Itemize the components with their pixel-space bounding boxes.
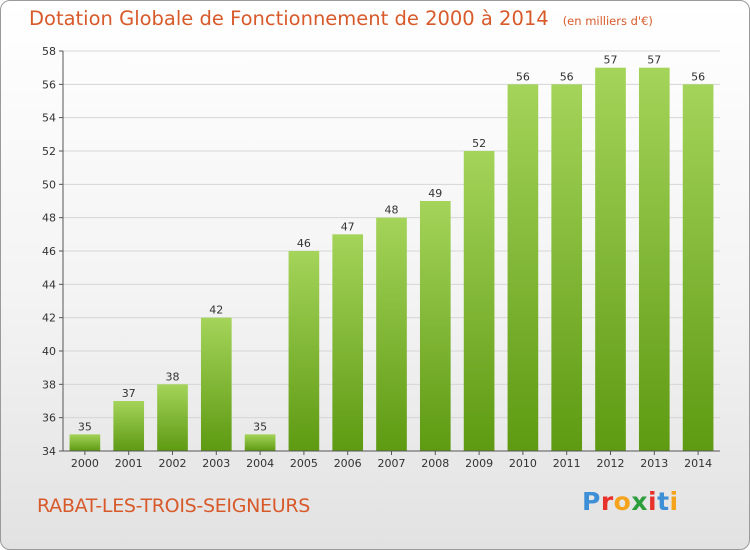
x-tick-label: 2005 (290, 457, 318, 470)
bar-2000[interactable] (69, 434, 101, 451)
bar-value-label: 42 (209, 304, 223, 317)
bar-2001[interactable] (113, 401, 145, 451)
bar-value-label: 56 (560, 70, 574, 83)
x-tick-label: 2002 (159, 457, 187, 470)
bar-2006[interactable] (332, 234, 364, 451)
x-tick-label: 2011 (553, 457, 581, 470)
bar-value-label: 38 (166, 370, 180, 383)
x-tick-label: 2003 (202, 457, 230, 470)
x-tick-label: 2008 (421, 457, 449, 470)
logo-letter: x (631, 487, 648, 516)
x-tick-label: 2001 (115, 457, 143, 470)
bar-2007[interactable] (376, 217, 407, 451)
bar-2010[interactable] (507, 84, 539, 451)
chart-title: Dotation Globale de Fonctionnement de 20… (29, 7, 653, 30)
x-tick-label: 2009 (465, 457, 493, 470)
bar-2004[interactable] (244, 434, 276, 451)
x-tick-label: 2013 (640, 457, 668, 470)
y-tick-label: 42 (42, 312, 56, 325)
y-tick-label: 52 (42, 145, 56, 158)
y-tick-label: 38 (42, 378, 56, 391)
bar-value-label: 47 (341, 220, 355, 233)
bar-2011[interactable] (551, 84, 583, 451)
chart-subtitle: (en milliers d'€) (562, 14, 653, 28)
y-tick-label: 46 (42, 245, 56, 258)
bar-value-label: 49 (428, 187, 442, 200)
y-tick-label: 44 (42, 278, 56, 291)
bar-2013[interactable] (638, 67, 670, 452)
x-tick-label: 2000 (71, 457, 99, 470)
y-tick-label: 34 (42, 445, 56, 458)
logo-letter: t (657, 487, 670, 516)
commune-name: RABAT-LES-TROIS-SEIGNEURS (37, 495, 311, 517)
bar-value-label: 35 (78, 420, 92, 433)
bar-value-label: 52 (472, 137, 486, 150)
x-tick-label: 2014 (684, 457, 712, 470)
logo-letter: P (582, 487, 601, 516)
y-tick-label: 54 (42, 112, 56, 125)
x-tick-label: 2012 (597, 457, 625, 470)
x-tick-label: 2004 (246, 457, 274, 470)
bar-value-label: 57 (604, 54, 618, 67)
y-tick-label: 58 (42, 45, 56, 58)
bar-value-label: 35 (253, 420, 267, 433)
bar-2005[interactable] (288, 251, 320, 451)
y-tick-label: 36 (42, 412, 56, 425)
bar-2002[interactable] (157, 384, 188, 451)
logo-letter: o (613, 487, 632, 516)
x-tick-label: 2007 (378, 457, 406, 470)
chart-title-text: Dotation Globale de Fonctionnement de 20… (29, 7, 549, 30)
bar-value-label: 48 (385, 204, 399, 217)
bar-2003[interactable] (200, 317, 232, 451)
y-tick-label: 56 (42, 78, 56, 91)
y-tick-label: 50 (42, 178, 56, 191)
logo-letter: i (648, 487, 658, 516)
bar-value-label: 56 (691, 70, 705, 83)
y-tick-label: 40 (42, 345, 56, 358)
logo-letter: i (669, 487, 679, 516)
bar-2009[interactable] (463, 151, 495, 451)
bar-value-label: 56 (516, 70, 530, 83)
bar-2014[interactable] (682, 84, 714, 451)
bar-2012[interactable] (595, 67, 626, 452)
logo-letter: r (600, 487, 614, 516)
bar-value-label: 46 (297, 237, 311, 250)
y-tick-label: 48 (42, 212, 56, 225)
bar-value-label: 57 (647, 54, 661, 67)
bar-value-label: 37 (122, 387, 136, 400)
x-tick-label: 2006 (334, 457, 362, 470)
proxiti-logo[interactable]: Proxiti (582, 487, 679, 516)
x-tick-label: 2010 (509, 457, 537, 470)
bar-2008[interactable] (419, 201, 451, 451)
